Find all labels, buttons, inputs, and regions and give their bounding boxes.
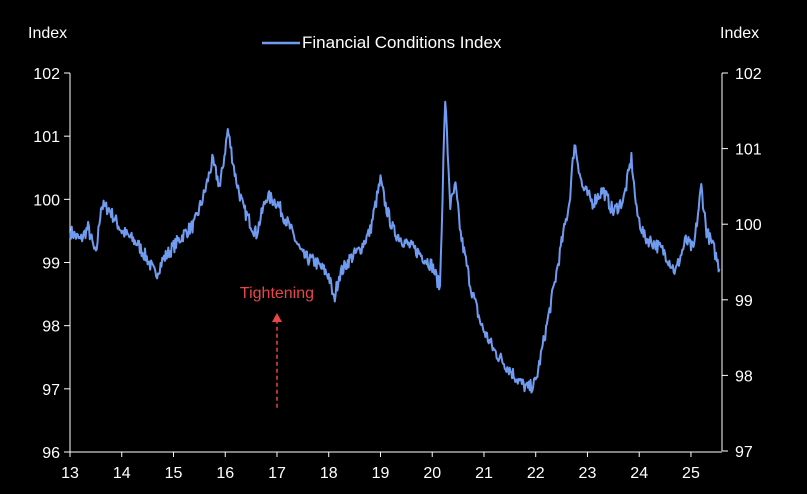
left-y-tick-label: 99 xyxy=(42,256,60,273)
right-y-tick-label: 98 xyxy=(735,368,753,385)
left-y-ticks: 96 97 98 99 100 101 102 xyxy=(33,66,70,462)
x-tick-label: 17 xyxy=(268,465,286,482)
legend: Financial Conditions Index xyxy=(262,33,502,52)
x-tick-label: 13 xyxy=(61,465,79,482)
x-tick-label: 21 xyxy=(475,465,493,482)
x-tick-label: 22 xyxy=(527,465,545,482)
right-y-tick-label: 101 xyxy=(735,142,762,159)
x-tick-label: 24 xyxy=(630,465,648,482)
x-tick-label: 15 xyxy=(165,465,183,482)
legend-label: Financial Conditions Index xyxy=(302,33,502,52)
annotation-arrow-head xyxy=(271,313,282,323)
x-tick-label: 23 xyxy=(579,465,597,482)
left-y-tick-label: 97 xyxy=(42,382,60,399)
annotation-label: Tightening xyxy=(240,285,314,302)
right-axis-title: Index xyxy=(720,25,759,42)
x-tick-label: 20 xyxy=(423,465,441,482)
x-tick-label: 25 xyxy=(682,465,700,482)
x-tick-label: 16 xyxy=(216,465,234,482)
annotation: Tightening xyxy=(240,285,314,408)
left-y-tick-label: 101 xyxy=(33,129,60,146)
x-tick-label: 18 xyxy=(320,465,338,482)
left-axis-title: Index xyxy=(28,25,67,42)
left-y-tick-label: 96 xyxy=(42,445,60,462)
right-y-ticks: 97 98 99 100 101 102 xyxy=(722,66,762,461)
series-line-financial-conditions-index xyxy=(69,100,721,394)
x-ticks: 13 14 15 16 17 18 19 20 21 22 23 24 25 xyxy=(61,452,700,482)
right-y-tick-label: 102 xyxy=(735,66,762,83)
left-y-tick-label: 98 xyxy=(42,319,60,336)
right-y-tick-label: 99 xyxy=(735,293,753,310)
right-y-tick-label: 97 xyxy=(735,444,753,461)
left-y-tick-label: 102 xyxy=(33,66,60,83)
x-tick-label: 14 xyxy=(113,465,131,482)
left-y-tick-label: 100 xyxy=(33,192,60,209)
x-tick-label: 19 xyxy=(372,465,390,482)
right-y-tick-label: 100 xyxy=(735,217,762,234)
series-group xyxy=(69,100,721,394)
